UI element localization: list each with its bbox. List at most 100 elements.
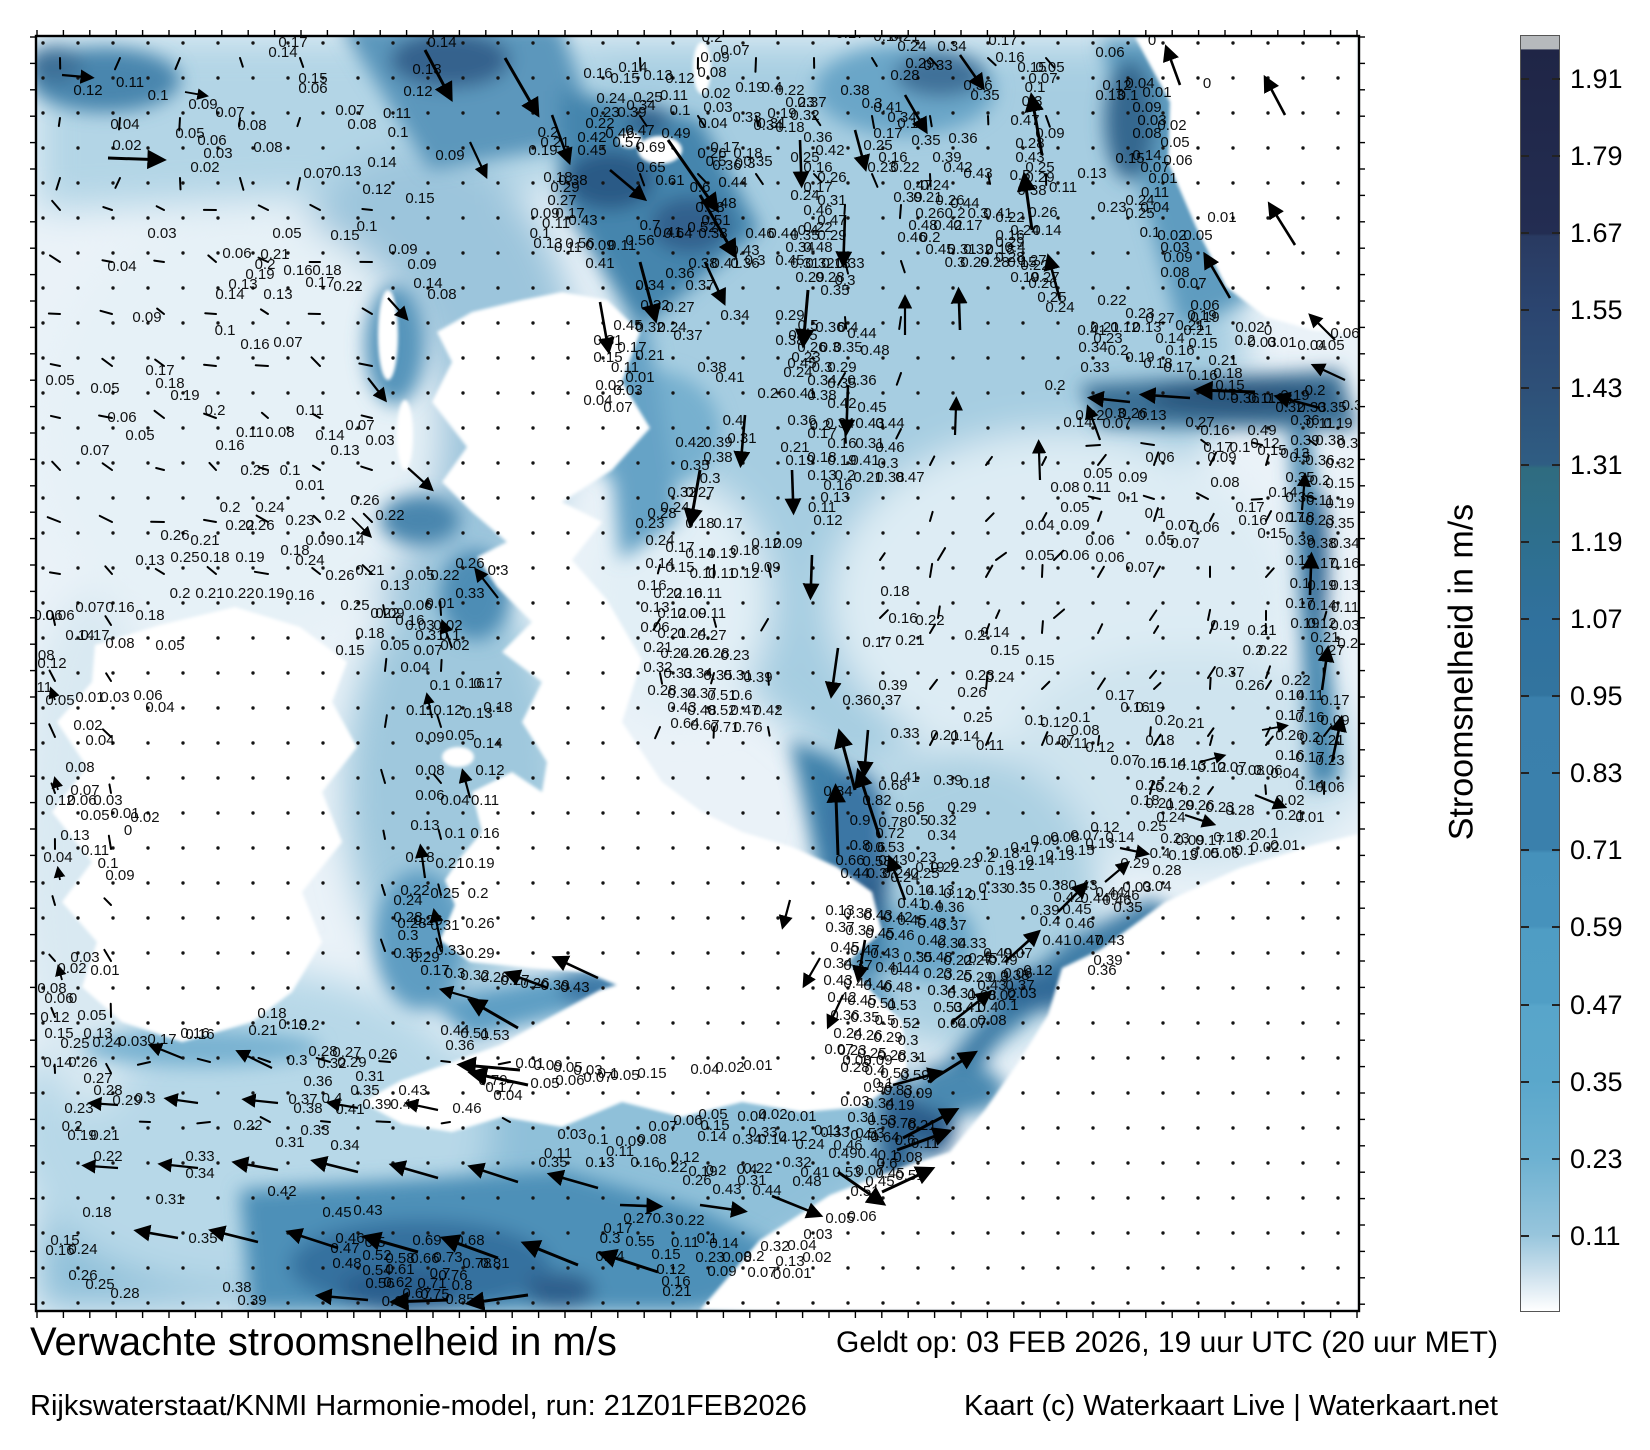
map-value-label: 0.46 [1065,915,1094,932]
map-value-label: 0.03 [1122,879,1151,896]
map-value-label: 0.29 [963,969,992,986]
map-value-label: 0.12 [730,565,759,582]
flow-tick [985,623,991,634]
map-value-label: 0.24 [660,499,689,516]
map-value-label: 0.11 [1141,184,1169,201]
current-arrow [314,1288,369,1306]
map-value-label: 0.2 [1243,642,1264,659]
flow-tick [253,570,269,575]
map-value-label: 0.17 [803,179,832,196]
map-value-label: 0.37 [685,277,714,294]
colorbar-tick-label: 0.83 [1570,758,1623,789]
map-value-label: 0.14 [1025,852,1054,869]
map-value-label: 0.21 [540,134,569,151]
map-value-label: 0.15 [44,1025,73,1042]
current-arrow [950,286,968,331]
map-value-label: 0.25 [788,327,817,344]
map-value-label: 0.21 [907,1117,936,1134]
map-value-label: 0.16 [180,1025,209,1042]
map-value-label: 0.13 [1168,847,1197,864]
map-value-label: 0.24 [890,869,919,886]
map-value-label: 0.78 [887,1115,916,1132]
flow-tick [929,731,938,746]
map-value-label: 0.34 [807,372,836,389]
map-value-label: 0.16 [630,1154,659,1171]
flow-tick [436,714,442,728]
flow-tick [55,177,61,191]
map-value-label: 0.26 [1235,677,1264,694]
map-value-label: 0.17 [147,1031,176,1048]
map-value-label: 0.34 [185,1165,214,1182]
current-arrow [133,1224,179,1242]
map-value-label: 0.08 [347,116,376,133]
map-value-label: 0.17 [1235,499,1264,516]
map-value-label: 0.07 [1028,70,1057,87]
map-value-label: 0.35 [833,339,862,356]
map-value-label: 0.3 [135,1090,156,1107]
map-value-label: 0.14 [685,545,714,562]
map-value-label: 0.4 [723,412,744,429]
map-value-label: 0.08 [893,1149,922,1166]
map-value-label: 0.38 [688,255,717,272]
map-value-label: 0.12 [40,1009,69,1026]
map-value-label: 0.07 [303,165,332,182]
flow-tick [362,512,373,523]
map-value-label: 0.01 [75,689,104,706]
map-value-label: 0.27 [332,1044,361,1061]
map-value-label: 0.46 [1110,887,1139,904]
map-value-label: 0.19 [885,1097,914,1114]
current-arrow [367,377,387,403]
map-value-label: 0.09 [751,559,780,576]
map-value-label: 0.3 [600,1230,621,1247]
map-value-label: 0.3 [812,359,833,376]
map-value-label: 0.14 [950,728,979,745]
map-value-label: 0.01 [425,595,454,612]
map-value-label: 0.13 [820,489,849,506]
map-value-label: 0.21 [1208,352,1237,369]
map-value-label: 0.23 [720,647,749,664]
map-value-label: 0.07 [583,1069,612,1086]
map-value-label: 0.25 [240,462,269,479]
map-value-label: 0.45 [875,1165,904,1182]
map-value-label: 0.11 [698,605,726,622]
map-value-label: 0.07 [273,334,302,351]
map-value-label: 0.03 [613,382,642,399]
map-value-label: 0.31 [155,1191,184,1208]
map-value-label: 0.29 [410,949,439,966]
map-value-label: 0.47 [895,469,924,486]
map-value-label: 0.16 [1295,709,1324,726]
current-arrow [1317,645,1335,691]
map-value-label: 0.8 [452,1277,473,1294]
flow-tick [103,948,112,962]
map-value-label: 0.05 [1315,337,1344,354]
map-value-label: 0.13 [925,882,954,899]
map-value-label: 0.26 [817,169,846,186]
map-value-label: 0.23 [1125,305,1154,322]
map-value-label: 0.2 [1108,342,1129,359]
map-value-label: 0.17 [278,34,307,51]
flow-tick [51,460,61,471]
map-value-label: 0.39 [703,434,732,451]
map-value-label: 0.31 [593,332,622,349]
flow-tick [871,57,878,68]
map-value-label: 0.17 [710,139,739,156]
map-value-label: 0.42 [753,702,782,719]
map-value-label: 0.12 [362,181,391,198]
map-value-label: 0.29 [465,945,494,962]
map-value-label: 0.17 [807,425,836,442]
flow-tick [1041,680,1051,690]
map-value-label: 0.12 [433,702,462,719]
map-value-label: 0.05 [155,637,184,654]
map-value-label: 0.16 [1200,422,1229,439]
map-value-label: 0.36 [935,899,964,916]
map-value-label: 0.44 [718,174,747,191]
map-value-label: 0.26 [957,684,986,701]
map-value-label: 0.14 [905,882,934,899]
colorbar-tick-mark [1521,78,1529,80]
map-value-label: 0.03 [803,1226,832,1243]
flow-tick [257,466,269,471]
map-value-label: 0.24 [295,552,324,569]
flow-tick [50,1006,56,1018]
current-arrow [1057,881,1089,913]
flow-tick [754,57,757,73]
